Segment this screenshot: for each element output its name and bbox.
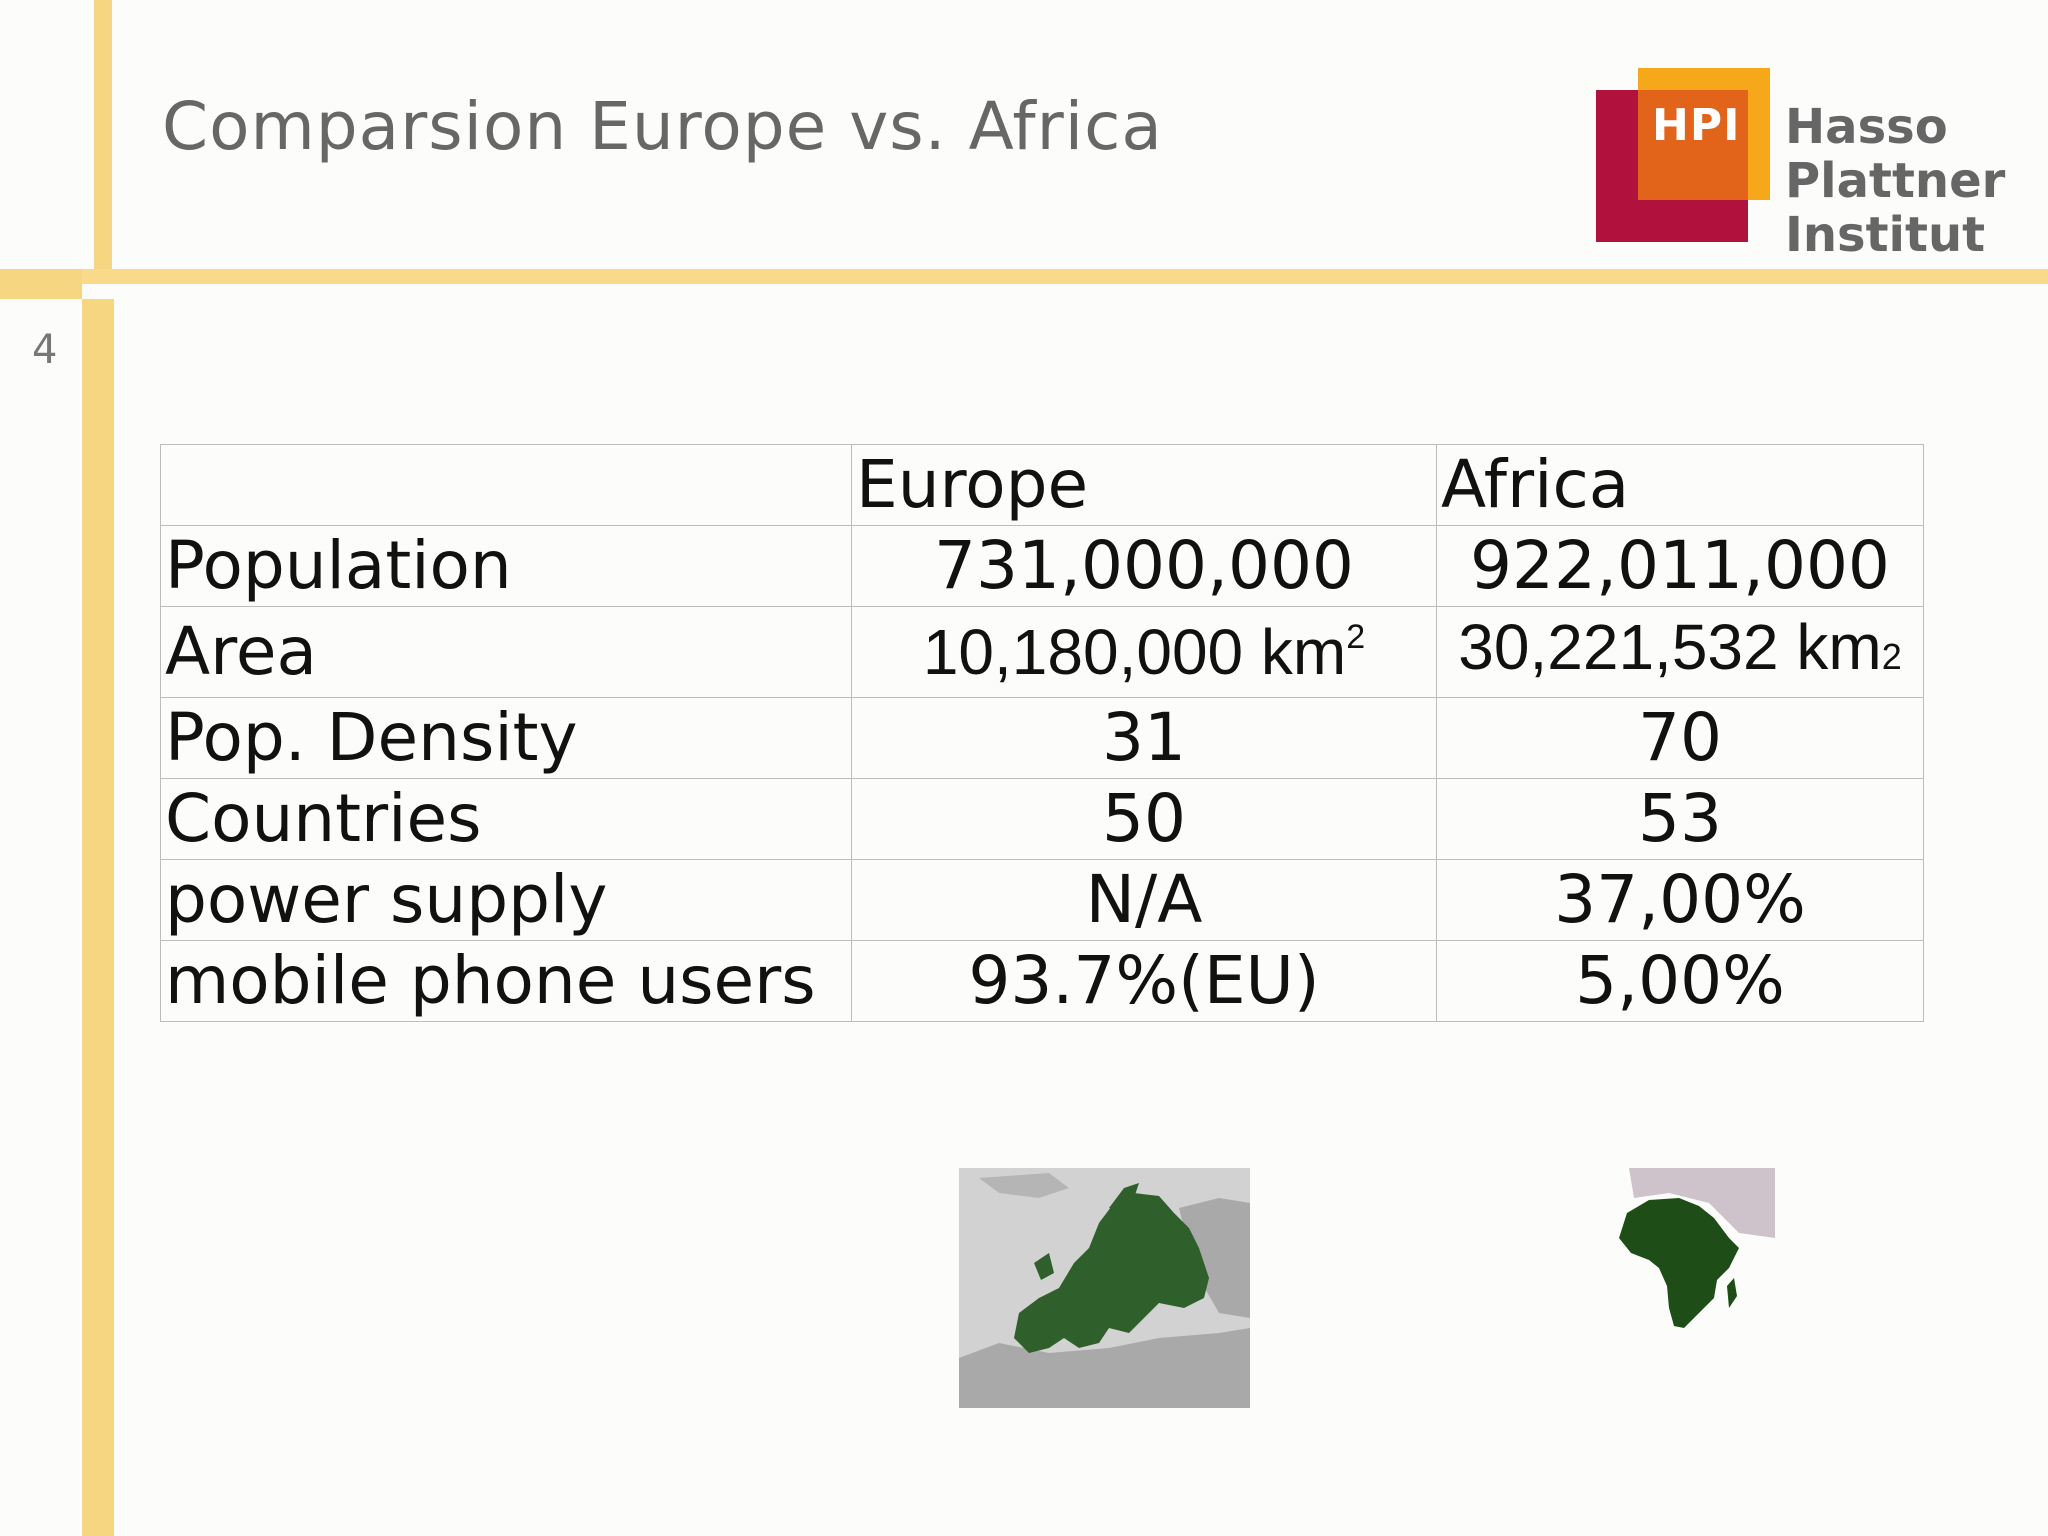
table-row: mobile phone users 93.7%(EU) 5,00% xyxy=(160,940,1924,1022)
unit-superscript: 2 xyxy=(1346,618,1366,656)
slide-number: 4 xyxy=(32,327,58,373)
row-label: Area xyxy=(160,606,852,698)
africa-value: 922,011,000 xyxy=(1436,525,1924,607)
europe-shape xyxy=(1014,1193,1209,1353)
madagascar-shape xyxy=(1727,1278,1737,1308)
europe-value: 50 xyxy=(851,778,1437,860)
africa-value: 30,221,532 km2 xyxy=(1436,606,1924,698)
map-land-north xyxy=(979,1173,1069,1198)
europe-value: 31 xyxy=(851,697,1437,779)
area-value: 30,221,532 km xyxy=(1458,611,1882,683)
africa-value: 5,00% xyxy=(1436,940,1924,1022)
africa-map-icon xyxy=(1589,1168,1775,1344)
table-row: Pop. Density 31 70 xyxy=(160,697,1924,779)
slide-title: Comparsion Europe vs. Africa xyxy=(162,88,1163,165)
scandinavia-shape xyxy=(1109,1183,1139,1213)
table-header-cell xyxy=(160,444,852,526)
area-value: 10,180,000 km xyxy=(922,616,1347,688)
row-label: mobile phone users xyxy=(160,940,852,1022)
britain-shape xyxy=(1034,1253,1054,1280)
africa-value: 70 xyxy=(1436,697,1924,779)
comparison-table: Europe Africa Population 731,000,000 922… xyxy=(160,444,1924,1022)
map-land-north xyxy=(1629,1168,1775,1238)
map-land-south xyxy=(959,1328,1250,1408)
table-row: Area 10,180,000 km2 30,221,532 km2 xyxy=(160,606,1924,698)
logo-line: Institut xyxy=(1785,207,1986,263)
table-header-row: Europe Africa xyxy=(160,444,1924,526)
row-label: Pop. Density xyxy=(160,697,852,779)
europe-value: 93.7%(EU) xyxy=(851,940,1437,1022)
table-row: Population 731,000,000 922,011,000 xyxy=(160,525,1924,607)
hpi-logo: HPI Hasso Plattner Institut xyxy=(1596,68,2005,262)
iberia-shape xyxy=(1029,1308,1054,1348)
row-label: Countries xyxy=(160,778,852,860)
europe-value: N/A xyxy=(851,859,1437,941)
logo-line: Hasso xyxy=(1785,99,1948,155)
decorative-bar-corner xyxy=(0,269,82,299)
africa-value: 37,00% xyxy=(1436,859,1924,941)
logo-mark: HPI xyxy=(1652,100,1741,151)
europe-value: 731,000,000 xyxy=(851,525,1437,607)
table-header-cell: Africa xyxy=(1436,444,1924,526)
africa-value: 53 xyxy=(1436,778,1924,860)
row-label: Population xyxy=(160,525,852,607)
table-row: power supply N/A 37,00% xyxy=(160,859,1924,941)
logo-line: Plattner xyxy=(1785,153,2006,209)
logo-wordmark: Hasso Plattner Institut xyxy=(1785,100,2005,262)
europe-map-icon xyxy=(959,1168,1250,1408)
logo-orange-square xyxy=(1638,90,1748,200)
decorative-bar-top xyxy=(94,0,112,270)
europe-value: 10,180,000 km2 xyxy=(851,606,1437,698)
table-header-cell: Europe xyxy=(851,444,1437,526)
decorative-bar-horizontal xyxy=(0,269,2048,284)
map-land-east xyxy=(1179,1198,1250,1318)
table-row: Countries 50 53 xyxy=(160,778,1924,860)
row-label: power supply xyxy=(160,859,852,941)
unit-superscript: 2 xyxy=(1881,636,1902,677)
decorative-bar-vertical xyxy=(82,299,114,1536)
africa-shape xyxy=(1619,1198,1739,1328)
